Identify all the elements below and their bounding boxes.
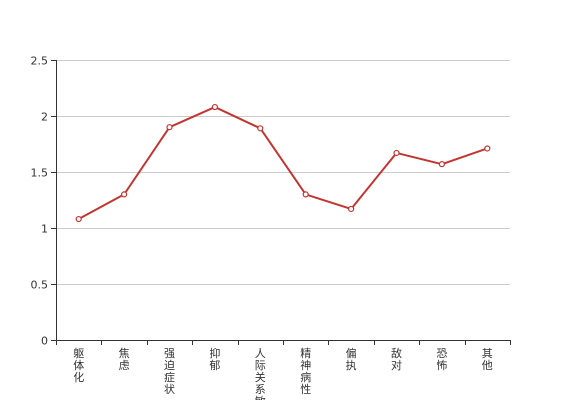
y-tick-label: 2 <box>41 111 48 124</box>
x-category-label: 抑郁 <box>209 346 220 372</box>
grid-layer <box>56 60 510 285</box>
data-point[interactable] <box>348 205 355 213</box>
data-point[interactable] <box>120 191 128 198</box>
y-tick-label: 2.5 <box>31 55 49 68</box>
series-layer <box>75 103 491 223</box>
y-tick-label: 0 <box>41 335 48 348</box>
data-point[interactable] <box>211 103 218 111</box>
series-line <box>77 106 489 221</box>
y-tick-label: 0.5 <box>31 279 49 292</box>
x-category-label: 偏执 <box>346 346 357 372</box>
x-category-label: 精神病性 <box>300 347 311 396</box>
y-tick-label: 1.5 <box>31 167 49 180</box>
x-category-label: 躯体化 <box>73 347 84 384</box>
data-point[interactable] <box>75 215 82 223</box>
data-point[interactable] <box>302 191 309 198</box>
x-category-label: 人际关系敏感 <box>255 347 266 400</box>
axis-layer <box>51 60 511 345</box>
x-category-label: 其他 <box>482 347 493 372</box>
x-category-label: 敌对 <box>391 346 402 372</box>
x-category-label: 恐怖 <box>436 347 447 372</box>
data-point[interactable] <box>393 149 400 157</box>
data-point[interactable] <box>484 145 491 152</box>
data-point[interactable] <box>257 125 264 132</box>
data-point[interactable] <box>438 161 445 168</box>
x-category-label: 强迫症状 <box>164 347 175 396</box>
x-category-label: 焦虑 <box>119 347 130 372</box>
y-tick-label: 1 <box>41 223 48 236</box>
label-layer: 0 0.5 1 1.5 2 2.5 躯体化 焦虑 强迫症状 抑郁 人际关系敏感 精神病性 偏执 敌对 恐怖 其… <box>31 55 493 400</box>
data-point[interactable] <box>166 124 173 131</box>
